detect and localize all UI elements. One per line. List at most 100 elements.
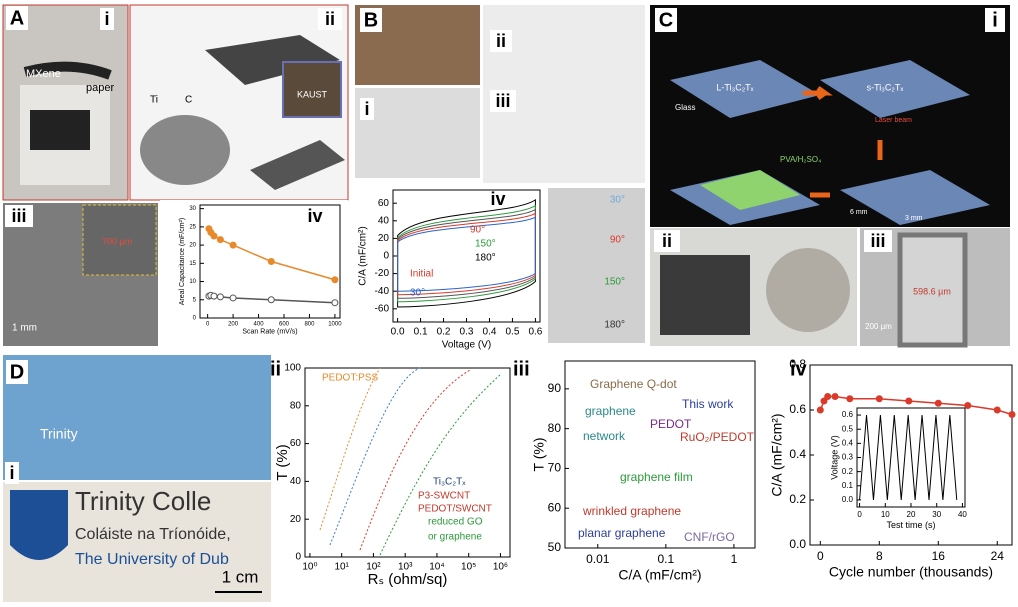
label: MXene bbox=[26, 68, 61, 80]
label: 1 cm bbox=[222, 567, 259, 586]
y-tick-label: 0.6 bbox=[842, 410, 854, 419]
annotation: CNF/rGO bbox=[684, 530, 735, 544]
label: Trinity bbox=[40, 426, 78, 442]
y-tick-label: -40 bbox=[375, 286, 390, 297]
label-box bbox=[6, 6, 28, 30]
point bbox=[267, 258, 275, 265]
x-axis-label: Cycle number (thousands) bbox=[829, 563, 993, 579]
x-tick-label: 16 bbox=[932, 549, 946, 563]
x-tick-label: 1 bbox=[731, 552, 738, 566]
label-box bbox=[985, 8, 1005, 32]
image bbox=[140, 115, 230, 185]
label-box bbox=[5, 462, 19, 484]
point bbox=[216, 293, 224, 301]
y-tick-label: 0.2 bbox=[842, 467, 854, 476]
image bbox=[282, 61, 342, 118]
y-axis-label: Areal Capacitance (mF/cm²) bbox=[179, 218, 186, 306]
x-axis-label: Scan Rate (mV/s) bbox=[242, 329, 297, 336]
y-tick-label: 0.1 bbox=[842, 481, 854, 490]
image bbox=[766, 248, 850, 332]
y-tick-label: 40 bbox=[378, 215, 390, 226]
label: Glass bbox=[675, 103, 695, 112]
y-tick-label: 0.4 bbox=[842, 438, 854, 447]
y-tick-label: 80 bbox=[290, 400, 302, 411]
y-axis-label: C/A (mF/cm²) bbox=[769, 413, 785, 496]
panel-label: iii bbox=[11, 206, 26, 226]
legend-label: PEDOT/SWCNT bbox=[418, 504, 492, 515]
x-tick-label: 10³ bbox=[398, 562, 413, 573]
y-tick-label: 15 bbox=[189, 261, 196, 267]
gcd-curve bbox=[859, 415, 958, 500]
label: 150° bbox=[604, 277, 625, 288]
x-tick-label: 0 bbox=[817, 549, 824, 563]
y-tick-label: 0.3 bbox=[842, 453, 854, 462]
image bbox=[548, 188, 645, 343]
label: 1 mm bbox=[12, 323, 37, 334]
panel-label: C bbox=[659, 9, 673, 31]
y-tick-label: 0.6 bbox=[789, 402, 806, 416]
x-axis-label: Test time (s) bbox=[886, 520, 935, 530]
x-tick-label: 0.1 bbox=[658, 552, 675, 566]
label-box bbox=[318, 8, 342, 30]
y-tick-label: 30 bbox=[189, 206, 196, 212]
label: Laser beam bbox=[875, 117, 912, 124]
x-tick-label: 10 bbox=[881, 510, 890, 519]
panel-label: i bbox=[364, 99, 369, 119]
legend-label: 180° bbox=[475, 253, 496, 264]
annotation: network bbox=[583, 429, 626, 443]
plot-frame bbox=[564, 360, 756, 549]
x-tick-label: 20 bbox=[907, 510, 916, 519]
image bbox=[3, 355, 271, 480]
plot-frame bbox=[304, 367, 511, 558]
cv-curve bbox=[397, 208, 536, 299]
legend-label: PEDOT:PSS bbox=[322, 373, 378, 384]
y-axis-label: T (%) bbox=[531, 438, 547, 472]
cv-curve bbox=[397, 204, 536, 303]
x-tick-label: 0 bbox=[206, 322, 210, 328]
x-tick-label: 1000 bbox=[328, 322, 342, 328]
y-tick-label: 60 bbox=[290, 438, 302, 449]
cv-curve bbox=[397, 212, 536, 296]
image bbox=[897, 232, 968, 348]
annotation: graphene bbox=[585, 404, 636, 418]
point bbox=[210, 292, 218, 300]
y-tick-label: 5 bbox=[193, 297, 197, 303]
point bbox=[824, 393, 832, 400]
label-box bbox=[485, 188, 511, 210]
y-tick-label: 40 bbox=[290, 476, 302, 487]
image bbox=[250, 140, 345, 190]
x-tick-label: 0.01 bbox=[586, 552, 610, 566]
point bbox=[934, 399, 942, 407]
label: 6 mm bbox=[850, 209, 868, 216]
x-tick-label: 800 bbox=[304, 322, 315, 328]
x-tick-label: 10⁶ bbox=[493, 562, 508, 573]
label: C bbox=[185, 95, 192, 106]
point bbox=[331, 299, 339, 307]
label-box bbox=[360, 98, 374, 120]
image bbox=[670, 60, 820, 118]
x-tick-label: 0.0 bbox=[391, 327, 405, 338]
x-tick-label: 10⁴ bbox=[429, 562, 444, 573]
x-tick-label: 0.1 bbox=[414, 327, 428, 338]
x-tick-label: 200 bbox=[228, 322, 239, 328]
label: 200 µm bbox=[865, 322, 892, 331]
label: KAUST bbox=[297, 89, 328, 99]
annotation: Graphene Q-dot bbox=[590, 377, 677, 391]
label: L-Ti₃C₂Tₓ bbox=[716, 82, 753, 92]
point bbox=[816, 406, 824, 414]
x-tick-label: 10¹ bbox=[334, 562, 349, 573]
image bbox=[30, 110, 90, 150]
x-axis-label: Rₛ (ohm/sq) bbox=[368, 571, 448, 588]
annotation: PEDOT bbox=[650, 417, 692, 431]
point bbox=[229, 294, 237, 302]
label: s-Ti₃C₂Tₓ bbox=[867, 82, 904, 92]
y-tick-label: 20 bbox=[189, 243, 196, 249]
x-tick-label: 30 bbox=[932, 510, 941, 519]
x-tick-label: 10⁵ bbox=[461, 562, 476, 573]
label-box bbox=[654, 230, 680, 252]
point bbox=[267, 296, 275, 304]
label-box bbox=[100, 8, 114, 30]
x-tick-label: 0 bbox=[857, 510, 862, 519]
label-box bbox=[490, 90, 516, 112]
